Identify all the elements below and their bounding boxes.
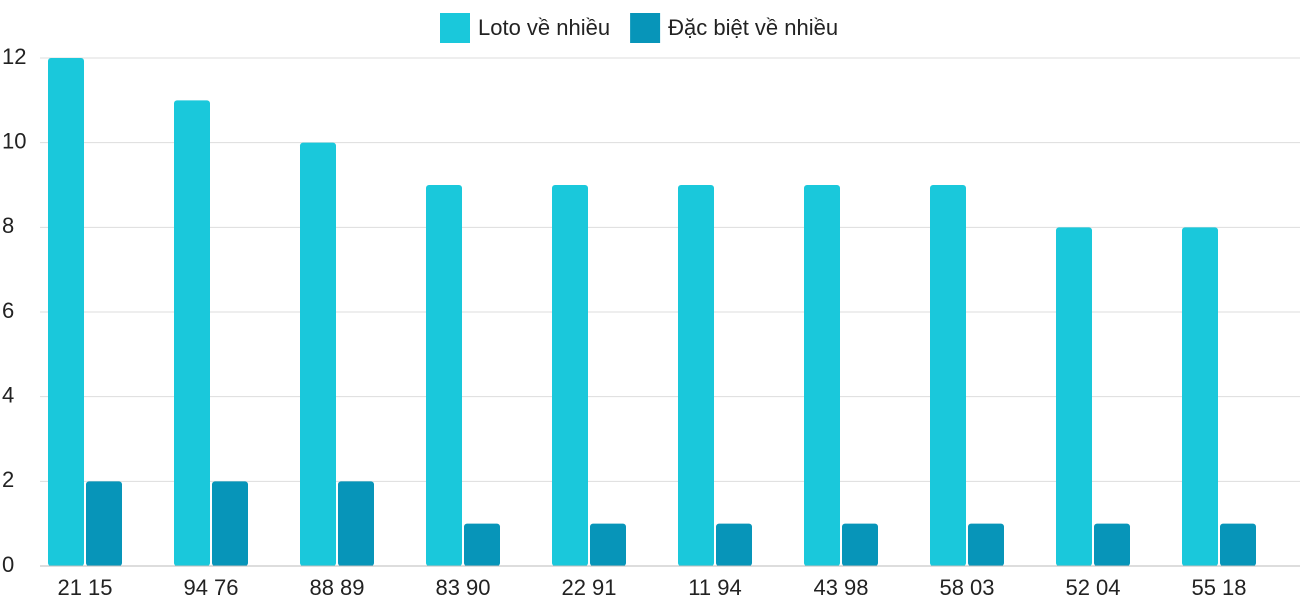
y-tick-label: 0: [2, 552, 14, 577]
y-tick-label: 2: [2, 467, 14, 492]
bar: [48, 58, 84, 566]
x-tick-label: 21 15: [57, 575, 112, 600]
bar: [804, 185, 840, 566]
bar: [590, 523, 626, 566]
bar: [174, 100, 210, 566]
legend-label: Đặc biệt về nhiều: [668, 15, 838, 40]
bar: [426, 185, 462, 566]
bar: [930, 185, 966, 566]
y-tick-label: 8: [2, 213, 14, 238]
bar: [1094, 523, 1130, 566]
legend-swatch: [440, 13, 470, 43]
bar: [678, 185, 714, 566]
x-tick-label: 43 98: [813, 575, 868, 600]
bar: [552, 185, 588, 566]
legend-label: Loto về nhiều: [478, 15, 610, 40]
bar: [1056, 227, 1092, 567]
y-tick-label: 12: [2, 44, 26, 69]
x-tick-label: 94 76: [183, 575, 238, 600]
y-tick-label: 6: [2, 298, 14, 323]
bar: [86, 481, 122, 566]
x-tick-label: 55 18: [1191, 575, 1246, 600]
bar: [1182, 227, 1218, 567]
bar: [716, 523, 752, 566]
legend-swatch: [630, 13, 661, 43]
bar: [968, 523, 1004, 566]
x-tick-label: 58 03: [939, 575, 994, 600]
bar: [464, 523, 500, 566]
bar: [212, 481, 248, 566]
bar: [842, 523, 878, 566]
x-tick-label: 88 89: [309, 575, 364, 600]
bar: [338, 481, 374, 566]
x-tick-label: 83 90: [435, 575, 490, 600]
x-tick-label: 11 94: [688, 575, 741, 600]
y-tick-label: 4: [2, 382, 14, 407]
bar: [300, 142, 336, 566]
x-tick-label: 22 91: [561, 575, 616, 600]
x-tick-label: 52 04: [1065, 575, 1120, 600]
y-tick-label: 10: [2, 128, 26, 153]
bar: [1220, 523, 1256, 566]
